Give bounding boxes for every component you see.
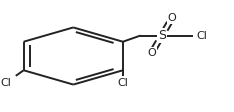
Text: O: O bbox=[147, 48, 156, 58]
Text: Cl: Cl bbox=[0, 78, 11, 88]
Text: S: S bbox=[158, 29, 166, 42]
Text: Cl: Cl bbox=[117, 78, 128, 88]
Text: O: O bbox=[168, 13, 176, 23]
Text: Cl: Cl bbox=[197, 31, 208, 41]
